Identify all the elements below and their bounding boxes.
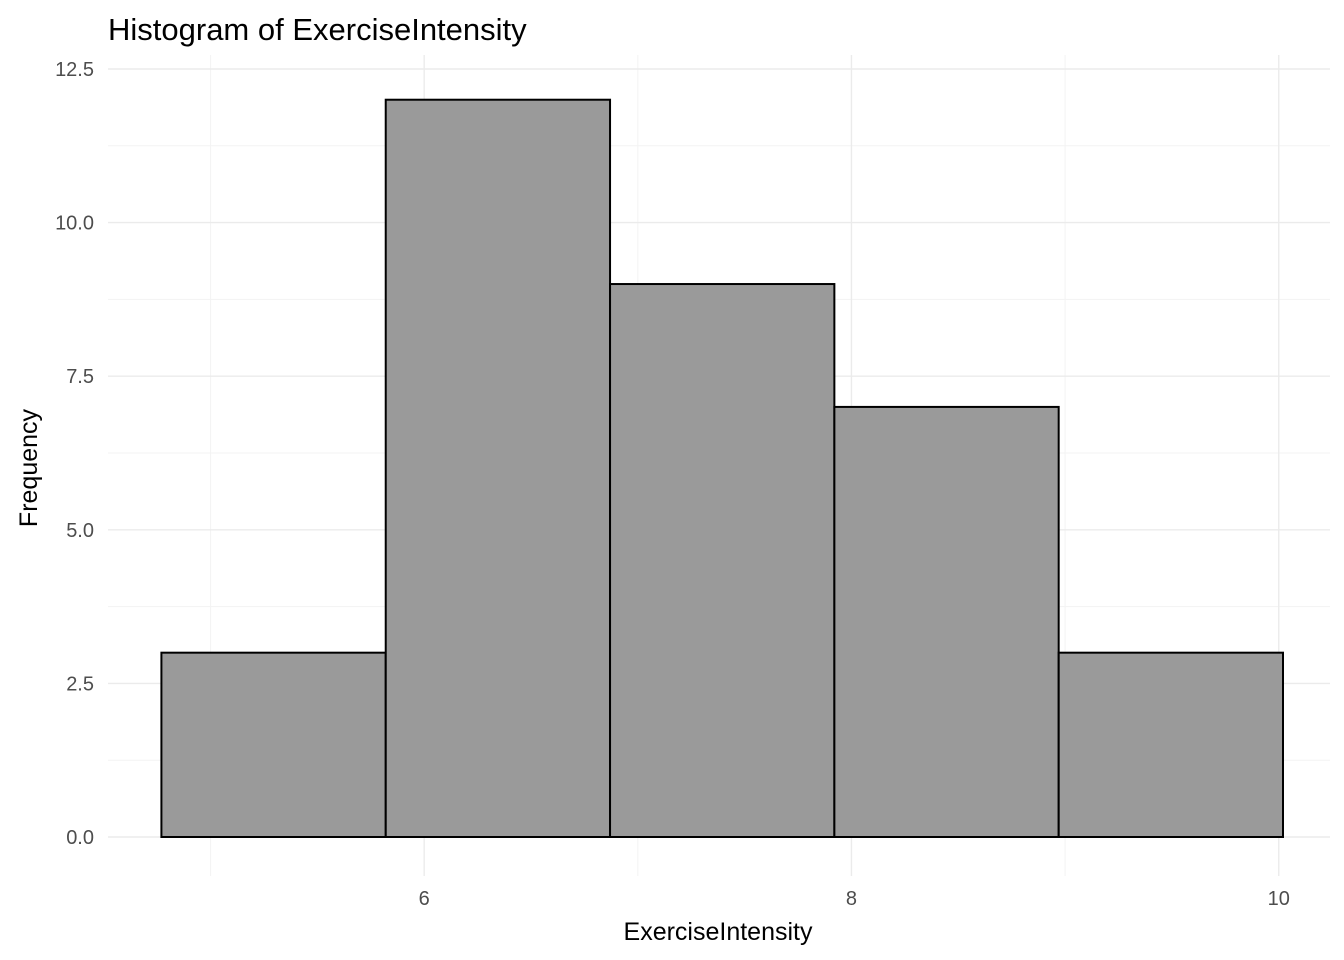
histogram-bar-1	[160, 651, 387, 838]
y-axis-tick-labels: 0.0 2.5 5.0 7.5 10.0 12.5	[55, 59, 94, 849]
chart-title: Histogram of ExerciseIntensity	[108, 12, 527, 47]
histogram-bars	[160, 98, 1284, 839]
y-tick-label: 5.0	[66, 520, 94, 542]
y-tick-label: 10.0	[55, 213, 94, 235]
x-axis-title: ExerciseIntensity	[624, 918, 813, 946]
x-tick-label: 6	[419, 888, 430, 910]
histogram-bar-5	[1057, 651, 1284, 838]
gridlines	[108, 55, 1330, 876]
histogram-bar-4	[833, 405, 1060, 838]
histogram-bar-3	[609, 283, 836, 839]
y-tick-label: 2.5	[66, 673, 94, 695]
x-tick-label: 10	[1268, 888, 1290, 910]
y-axis-title: Frequency	[15, 408, 43, 527]
x-axis-tick-labels: 6 8 10	[419, 888, 1290, 910]
histogram-bar-2	[384, 98, 612, 839]
y-tick-label: 12.5	[55, 59, 94, 81]
x-tick-label: 8	[846, 888, 857, 910]
y-tick-label: 0.0	[66, 827, 94, 849]
y-tick-label: 7.5	[66, 366, 94, 388]
